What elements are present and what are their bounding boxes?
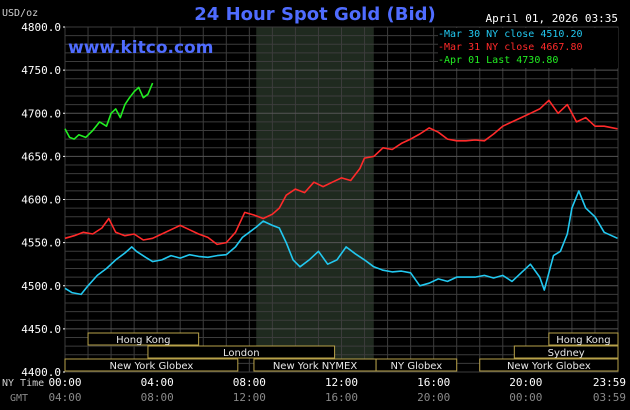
session-bar — [64, 358, 239, 372]
legend-entry-mar30: -Mar 30 NY close 4510.20 — [438, 29, 583, 40]
x-tick-label-gmt: 04:00 — [48, 391, 81, 404]
session-label: New York Globex — [109, 361, 193, 372]
session-label: Hong Kong — [556, 335, 610, 346]
session-label: Hong Kong — [116, 335, 170, 346]
legend-entry-apr01: -Apr 01 Last 4730.80 — [438, 55, 559, 66]
y-tick-label: 4700.0 — [21, 107, 61, 120]
session-label: London — [223, 348, 260, 359]
x-tick-label-ny: 00:00 — [48, 376, 81, 389]
session-bar — [513, 345, 619, 359]
y-tick-label: 4400.0 — [21, 366, 61, 379]
session-label: New York Globex — [507, 361, 591, 372]
session-bar — [548, 332, 619, 346]
chart-datetime: April 01, 2026 03:35 — [485, 12, 618, 25]
session-label: New York NYMEX — [273, 361, 358, 372]
series-line-1 — [64, 99, 618, 246]
y-tick-label: 4450.0 — [21, 323, 61, 336]
chart-grid — [64, 26, 619, 373]
y-tick-label: 4550.0 — [21, 237, 61, 250]
x-tick-label-ny: 08:00 — [233, 376, 266, 389]
y-tick-label: 4600.0 — [21, 194, 61, 207]
y-axis-unit: USD/oz — [2, 8, 39, 19]
session-bar — [479, 358, 619, 372]
session-label: NY Globex — [391, 361, 443, 372]
x-tick-label-gmt: 08:00 — [141, 391, 174, 404]
y-axis-ticks: 4400.0 4450.0 4500.0 4550.0 4600.0 4650.0 4700… — [21, 21, 65, 379]
x-tick-label-gmt: 00:00 — [509, 391, 542, 404]
series-line-0 — [64, 190, 618, 296]
session-label: Sydney — [548, 348, 585, 359]
gmt-time-label: GMT — [10, 393, 29, 404]
x-tick-label-ny: 23:59 — [593, 376, 626, 389]
chart-title: 24 Hour Spot Gold (Bid) — [194, 4, 436, 25]
x-tick-label-gmt: 20:00 — [417, 391, 450, 404]
y-tick-label: 4750.0 — [21, 64, 61, 77]
chart-legend: -Mar 30 NY close 4510.20 -Mar 31 NY clos… — [438, 28, 618, 68]
legend-entry-mar31: -Mar 31 NY close 4667.80 — [438, 42, 583, 53]
session-bar — [375, 358, 458, 372]
x-tick-label-ny: 16:00 — [417, 376, 450, 389]
price-series — [64, 82, 618, 296]
x-tick-label-gmt: 16:00 — [325, 391, 358, 404]
x-tick-label-gmt: 12:00 — [233, 391, 266, 404]
session-bar — [147, 345, 336, 359]
y-tick-label: 4800.0 — [21, 21, 61, 34]
session-bar — [87, 332, 200, 346]
website-link[interactable]: www.kitco.com — [68, 38, 214, 58]
x-tick-label-ny: 04:00 — [141, 376, 174, 389]
market-sessions: Hong Kong London New York Globex New York N… — [64, 332, 619, 372]
y-tick-label: 4650.0 — [21, 150, 61, 163]
series-line-2 — [64, 82, 154, 140]
y-tick-label: 4500.0 — [21, 280, 61, 293]
ny-time-label: NY Time — [2, 378, 45, 389]
x-tick-label-ny: 20:00 — [509, 376, 542, 389]
x-axis-ticks: 00:00 04:00 04:00 08:00 08:00 12:00 12:00 16:00… — [48, 376, 626, 404]
x-tick-label-gmt: 03:59 — [593, 391, 626, 404]
x-tick-label-ny: 12:00 — [325, 376, 358, 389]
